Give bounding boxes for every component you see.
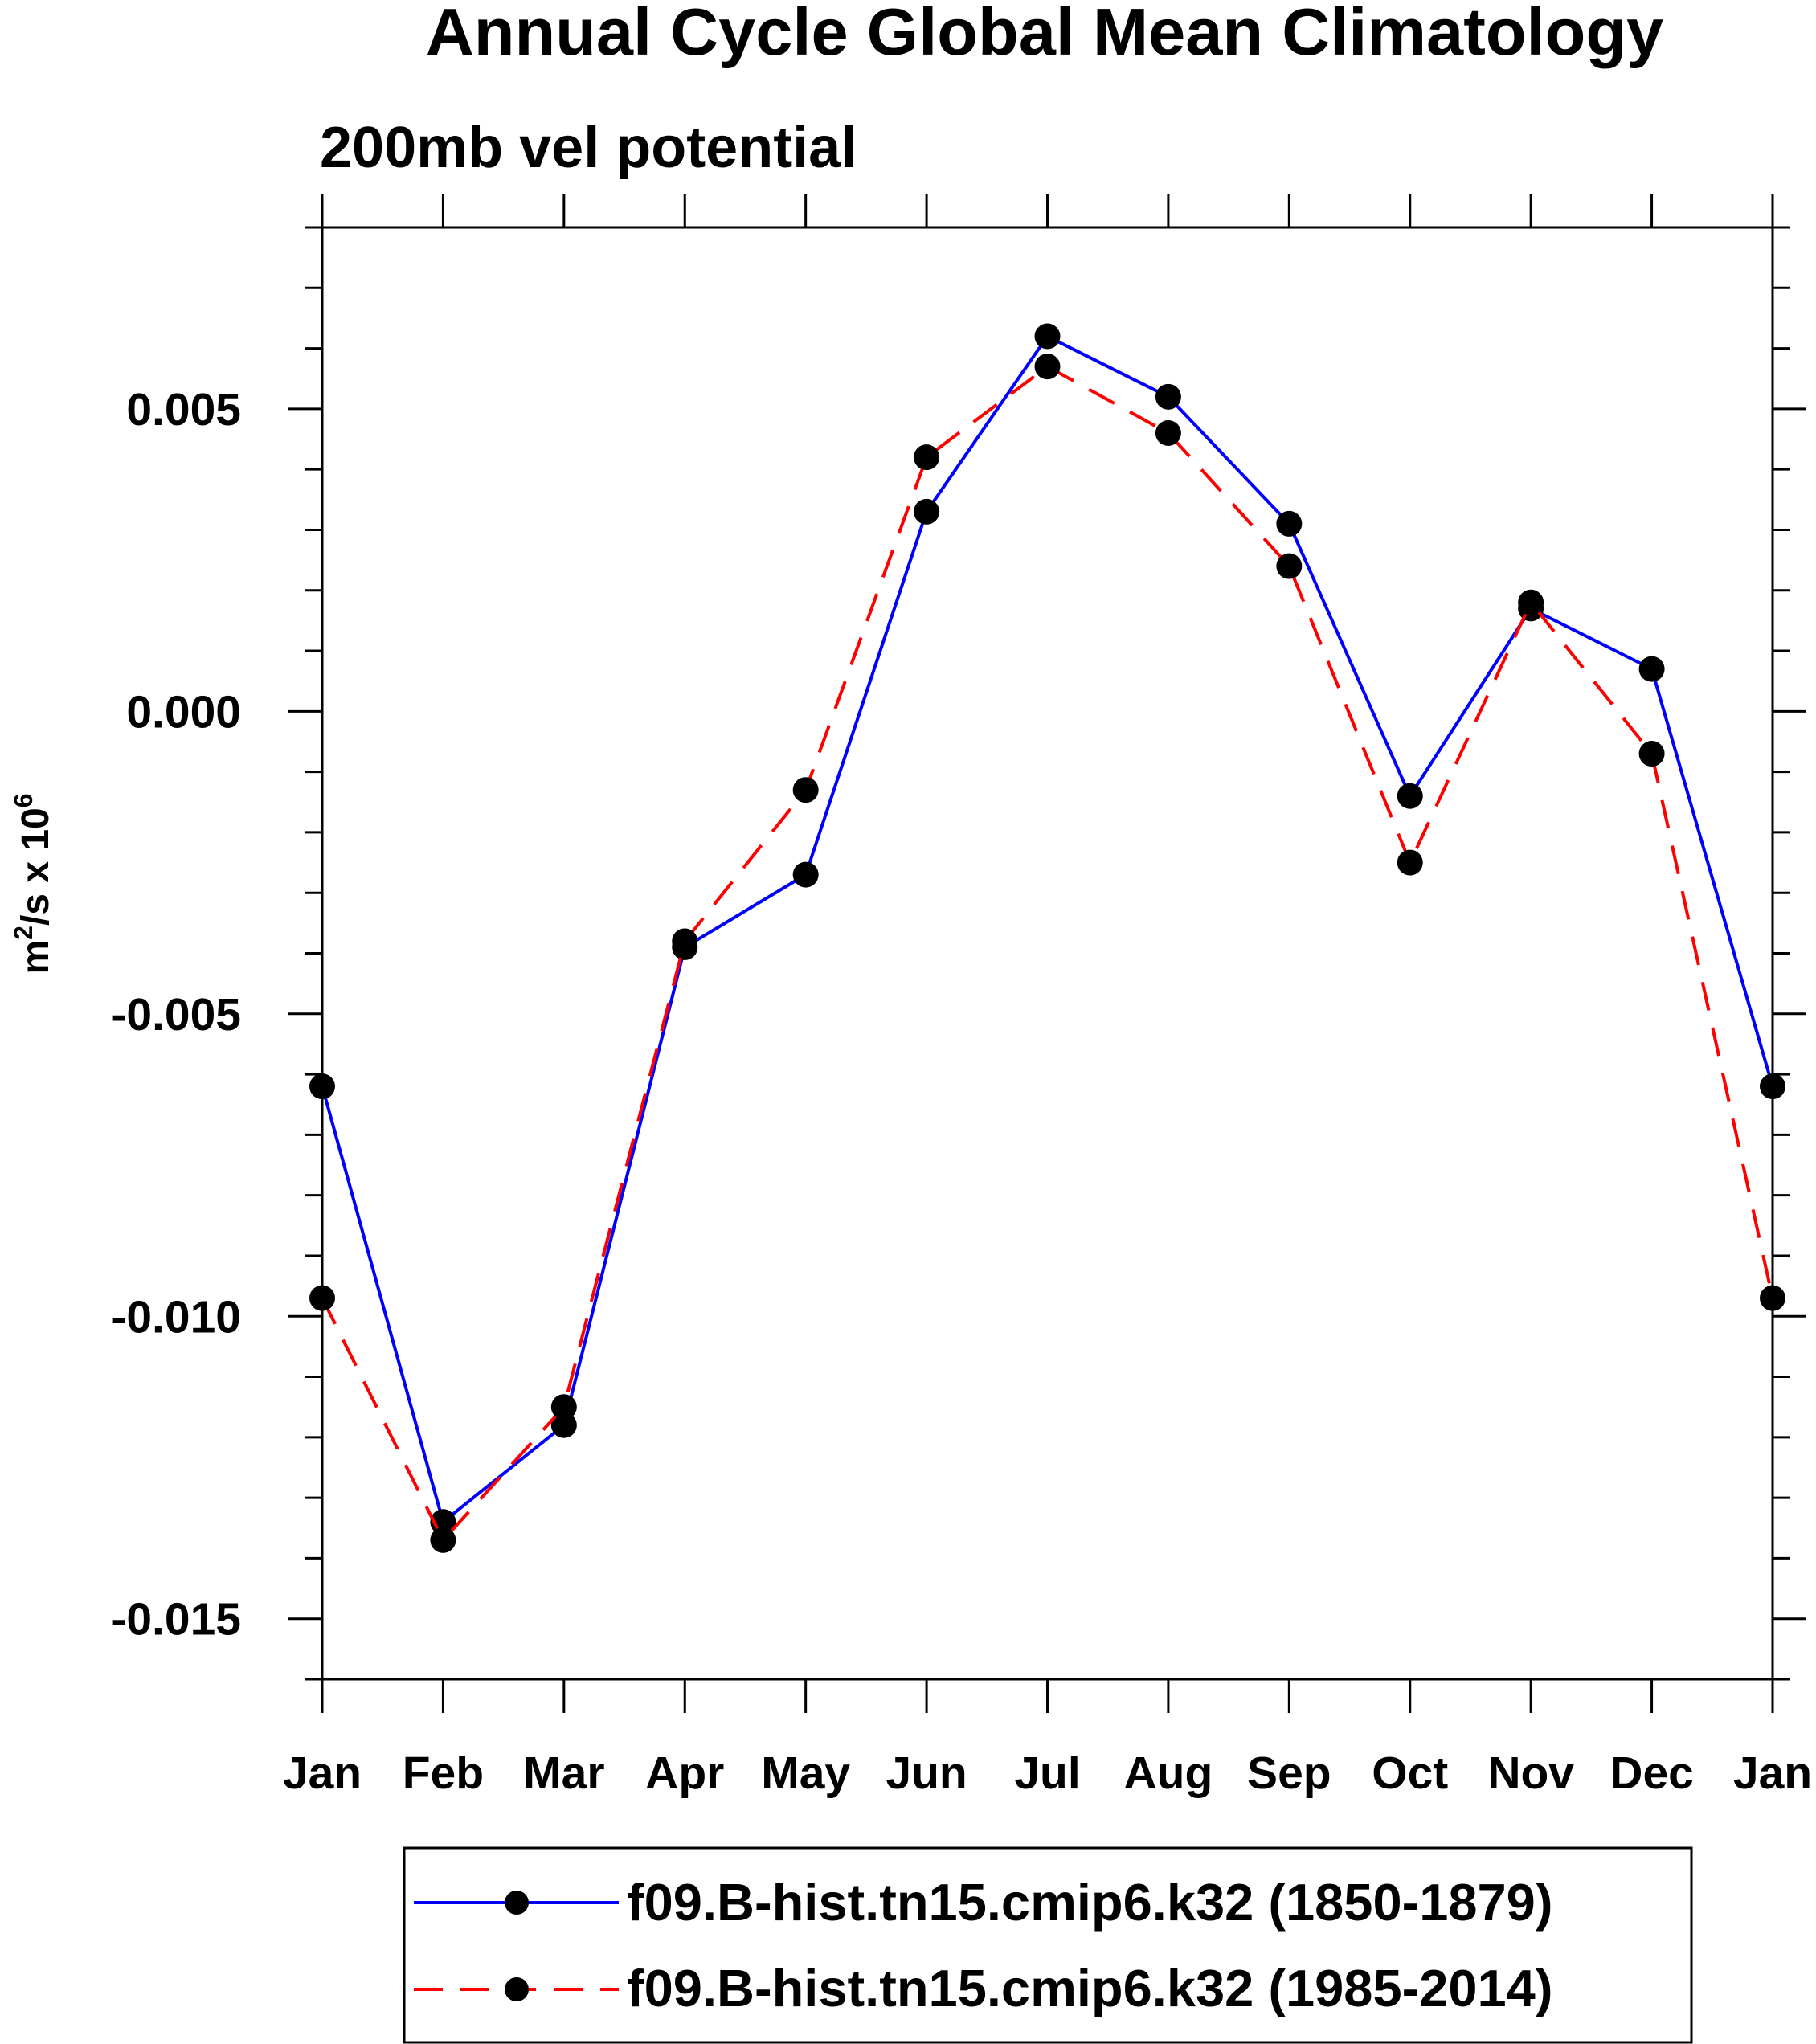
legend-marker-series-1 [505, 1891, 529, 1915]
data-point [1638, 741, 1665, 767]
series-layer [309, 323, 1785, 1553]
data-point [1034, 354, 1061, 380]
x-tick-label: Feb [403, 1748, 484, 1799]
data-point [1638, 656, 1665, 682]
series-1 [309, 323, 1785, 1535]
x-tick-label: Oct [1372, 1748, 1448, 1799]
chart-title: Annual Cycle Global Mean Climatology [426, 0, 1663, 69]
legend-marker-series-2 [505, 1977, 529, 2001]
data-point [672, 928, 698, 955]
y-axis-label: m2/s x 106 [9, 793, 57, 974]
data-point [550, 1412, 577, 1438]
x-tick-label: Mar [523, 1748, 604, 1799]
legend-box [403, 1846, 1693, 2044]
data-point [430, 1527, 456, 1553]
legend-label-series-1: f09.B-hist.tn15.cmip6.k32 (1850-1879) [627, 1873, 1552, 1932]
data-point [1760, 1285, 1785, 1311]
data-point [914, 498, 940, 525]
data-point [1760, 1073, 1785, 1100]
data-point [792, 777, 819, 803]
x-tick-label: May [761, 1748, 850, 1799]
chart-subtitle: 200mb vel potential [320, 116, 857, 180]
data-point [1155, 419, 1181, 446]
data-point [309, 1285, 335, 1311]
x-tick-label: Apr [645, 1748, 724, 1799]
data-point [914, 444, 940, 471]
data-point [1276, 510, 1303, 537]
y-tick-label: -0.015 [111, 1594, 241, 1645]
x-tick-label: Nov [1487, 1748, 1574, 1799]
data-point [1155, 383, 1181, 410]
series-2 [309, 354, 1785, 1553]
y-tick-label: -0.005 [111, 989, 241, 1040]
axis-ticks [288, 194, 1806, 1713]
series-line-1 [321, 333, 1774, 1525]
data-point [1276, 553, 1303, 579]
x-tick-label: Jan [1733, 1748, 1812, 1799]
x-tick-label: Jun [886, 1748, 967, 1799]
y-tick-label: 0.005 [126, 384, 241, 435]
x-tick-labels: Jan Feb Mar Apr May Jun Jul Aug Sep Oct Nov Dec Jan [283, 1748, 1812, 1799]
y-tick-labels: -0.015 -0.010 -0.005 0.000 0.005 [111, 384, 241, 1645]
y-tick-label: 0.000 [126, 686, 241, 738]
data-point [550, 1394, 577, 1421]
plot-frame [321, 226, 1774, 1681]
data-point [1518, 589, 1544, 615]
series-line-2 [321, 364, 1774, 1543]
data-point [1034, 323, 1061, 350]
x-tick-label: Jan [283, 1748, 362, 1799]
data-point [309, 1073, 335, 1100]
data-point [792, 861, 819, 888]
x-tick-label: Jul [1014, 1748, 1080, 1799]
x-tick-label: Aug [1124, 1748, 1213, 1799]
x-tick-label: Sep [1247, 1748, 1331, 1799]
data-point [1397, 783, 1423, 809]
y-tick-label: -0.010 [111, 1291, 241, 1343]
x-tick-label: Dec [1609, 1748, 1694, 1799]
legend-label-series-2: f09.B-hist.tn15.cmip6.k32 (1985-2014) [627, 1959, 1552, 2017]
data-point [1397, 849, 1423, 876]
